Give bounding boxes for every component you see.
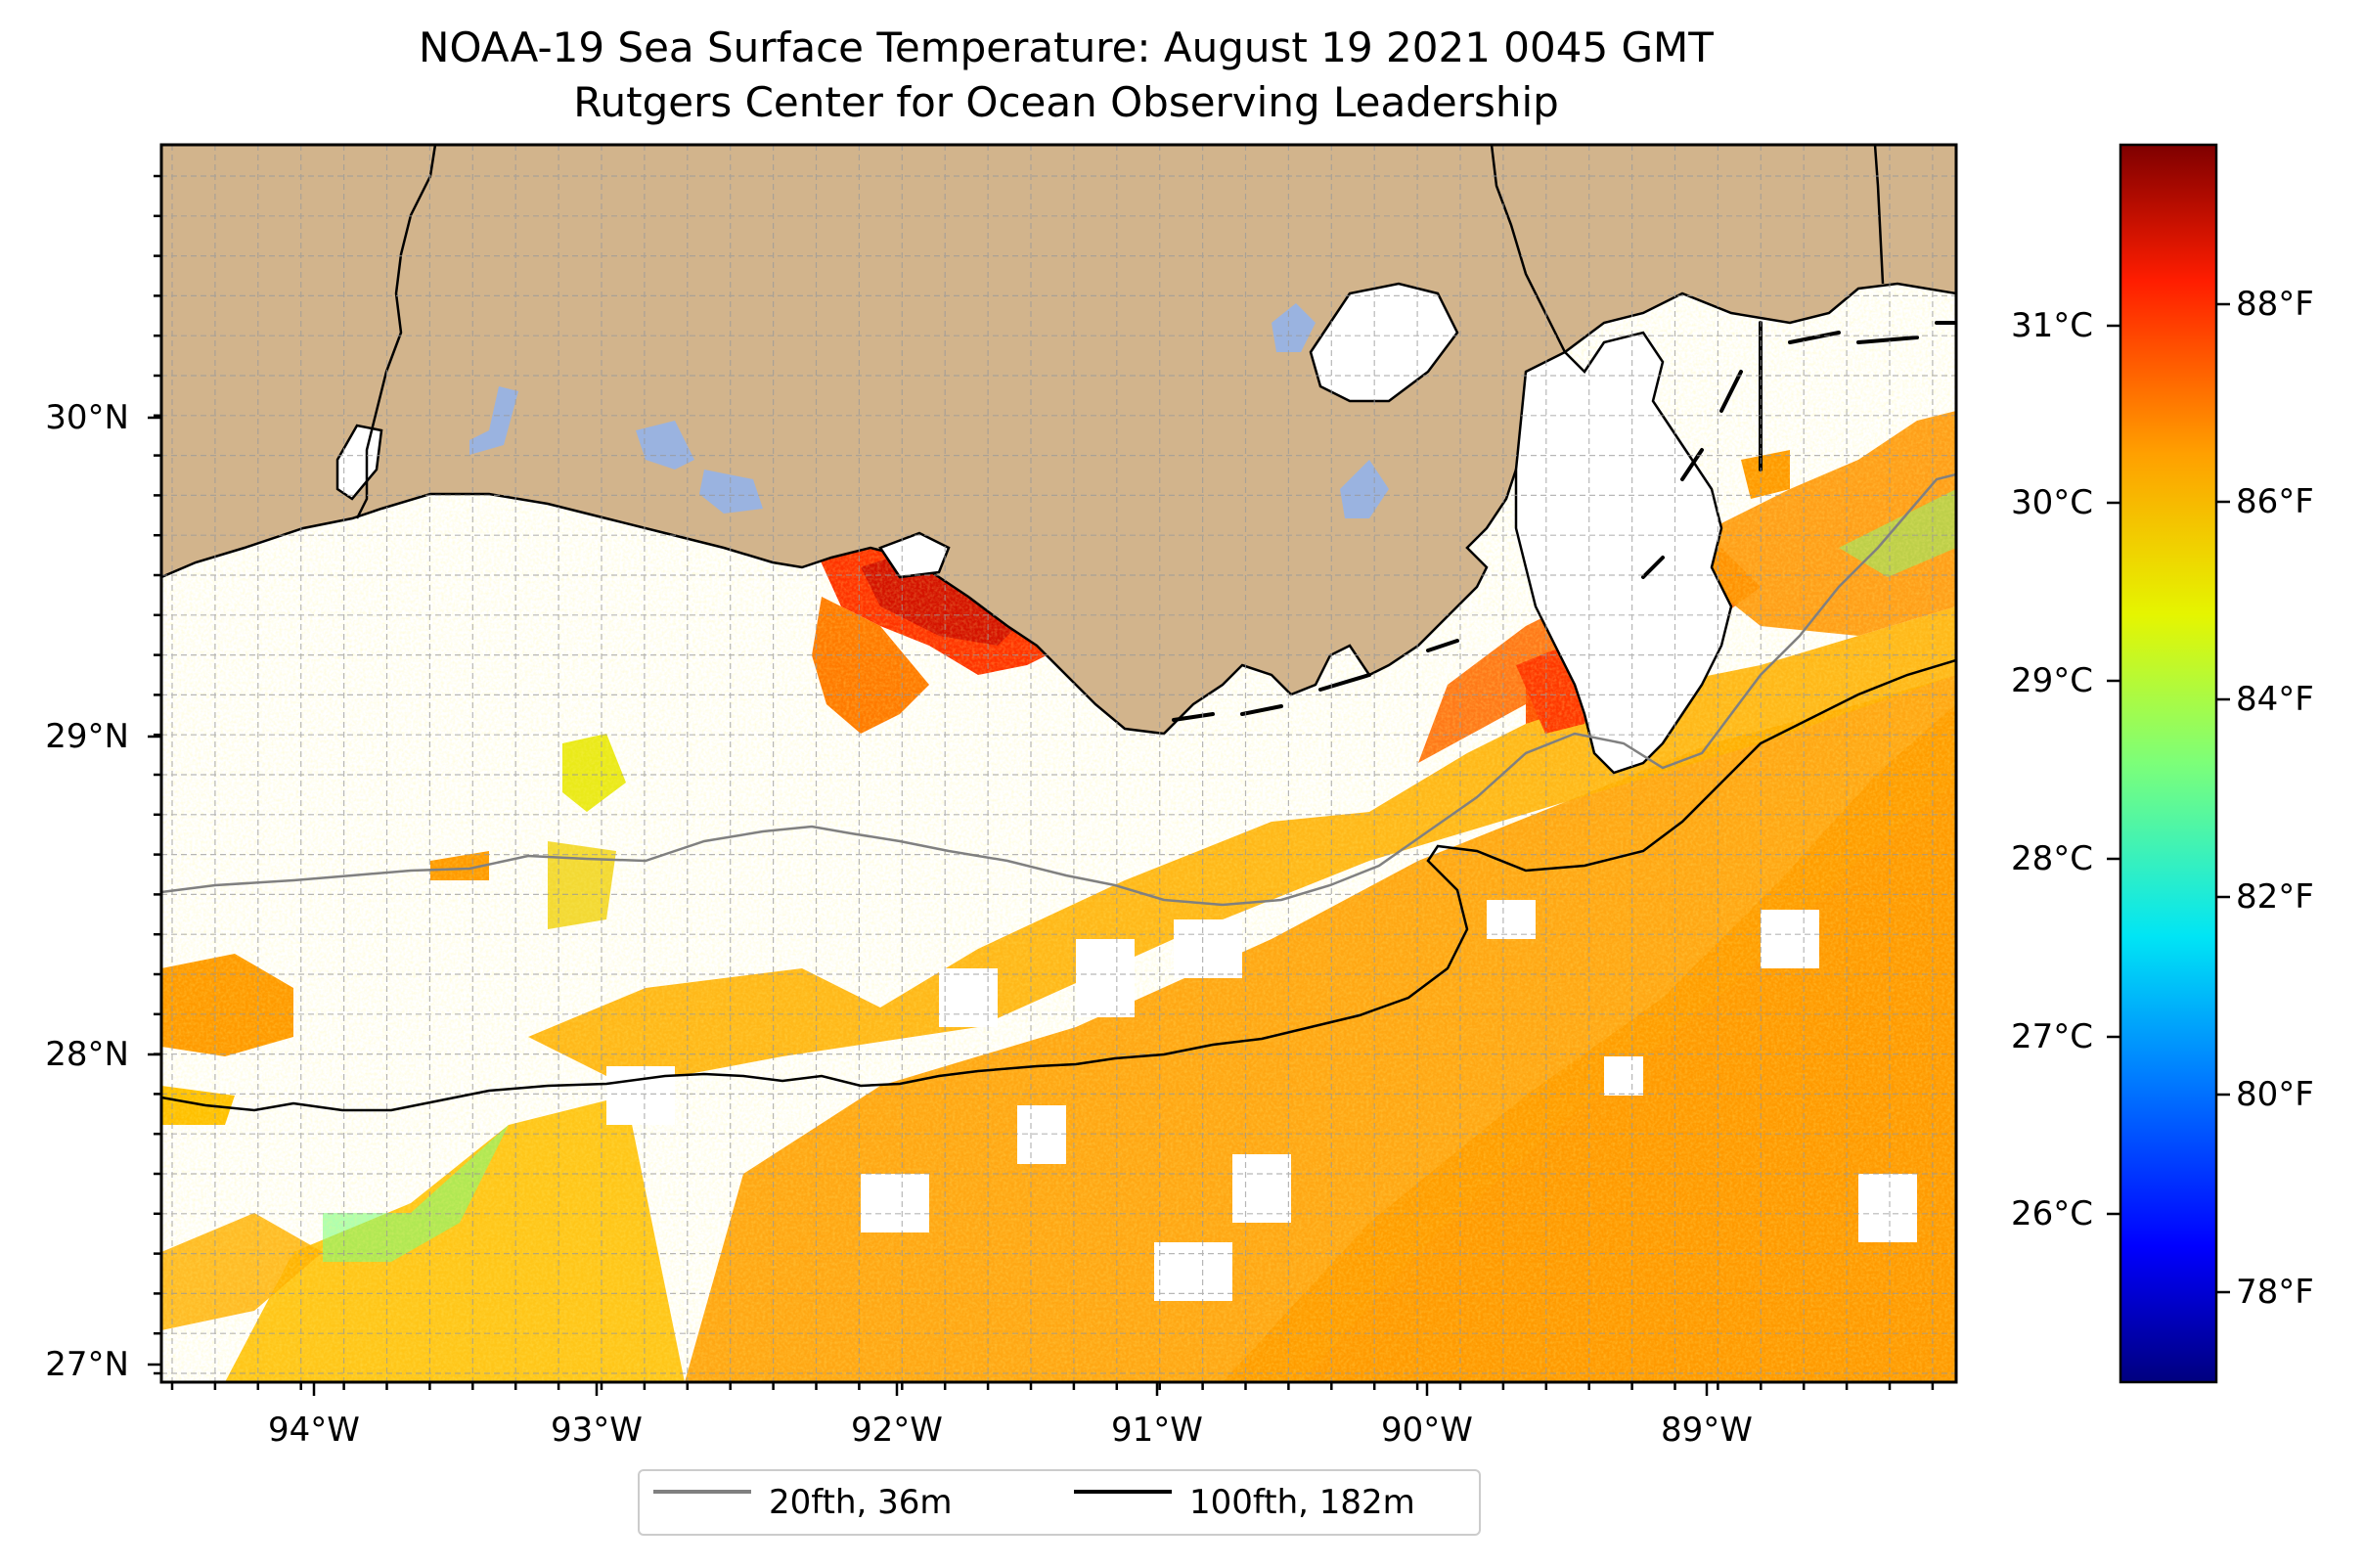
cb-fahrenheit-88: 88°F bbox=[2236, 285, 2314, 324]
figure-title: NOAA-19 Sea Surface Temperature: August … bbox=[419, 23, 1714, 71]
map-frame bbox=[159, 143, 1958, 1384]
isobath-20fth bbox=[161, 472, 1956, 907]
colorbar-ticks bbox=[2107, 302, 2230, 1294]
legend-label-20fth: 20fth, 36m bbox=[769, 1483, 953, 1522]
lon-label-94: 94°W bbox=[268, 1411, 360, 1450]
lat-label-27: 27°N bbox=[45, 1345, 129, 1384]
lon-label-91: 91°W bbox=[1111, 1411, 1203, 1450]
lat-label-29: 29°N bbox=[45, 717, 129, 756]
cb-celsius-29: 29°C bbox=[2010, 661, 2093, 700]
legend-swatch-20fth bbox=[653, 1490, 751, 1494]
lon-label-90: 90°W bbox=[1381, 1411, 1473, 1450]
land-louisiana bbox=[161, 145, 1956, 736]
lake-pontchartrain bbox=[1309, 282, 1459, 403]
barrier-islands bbox=[1172, 321, 1956, 722]
isobath-legend: 20fth, 36m 100fth, 182m bbox=[638, 1469, 1481, 1536]
cb-celsius-27: 27°C bbox=[2010, 1017, 2093, 1056]
lon-label-92: 92°W bbox=[851, 1411, 943, 1450]
lon-label-89: 89°W bbox=[1661, 1411, 1753, 1450]
cb-celsius-31: 31°C bbox=[2010, 306, 2093, 345]
vermilion-bay bbox=[878, 531, 951, 579]
cb-fahrenheit-80: 80°F bbox=[2236, 1075, 2314, 1114]
legend-label-100fth: 100fth, 182m bbox=[1189, 1483, 1415, 1522]
lat-label-28: 28°N bbox=[45, 1035, 129, 1074]
lat-label-30: 30°N bbox=[45, 398, 129, 437]
axis-ticks bbox=[148, 174, 1935, 1396]
isobath-100fth bbox=[161, 658, 1956, 1112]
calcasieu-lake bbox=[335, 424, 383, 501]
mississippi-delta bbox=[1514, 331, 1733, 775]
cb-fahrenheit-84: 84°F bbox=[2236, 680, 2314, 719]
inland-lakes bbox=[469, 303, 1389, 518]
cb-fahrenheit-86: 86°F bbox=[2236, 482, 2314, 521]
figure-subtitle: Rutgers Center for Ocean Observing Leade… bbox=[573, 78, 1559, 126]
cb-celsius-26: 26°C bbox=[2010, 1194, 2093, 1233]
state-borders bbox=[355, 145, 1885, 519]
legend-swatch-100fth bbox=[1074, 1490, 1172, 1494]
lon-label-93: 93°W bbox=[551, 1411, 643, 1450]
map-gridlines bbox=[161, 145, 1956, 1382]
cb-celsius-28: 28°C bbox=[2010, 839, 2093, 878]
cb-fahrenheit-78: 78°F bbox=[2236, 1273, 2314, 1312]
colorbar bbox=[2119, 143, 2218, 1384]
cb-celsius-30: 30°C bbox=[2010, 483, 2093, 522]
cb-fahrenheit-82: 82°F bbox=[2236, 877, 2314, 917]
